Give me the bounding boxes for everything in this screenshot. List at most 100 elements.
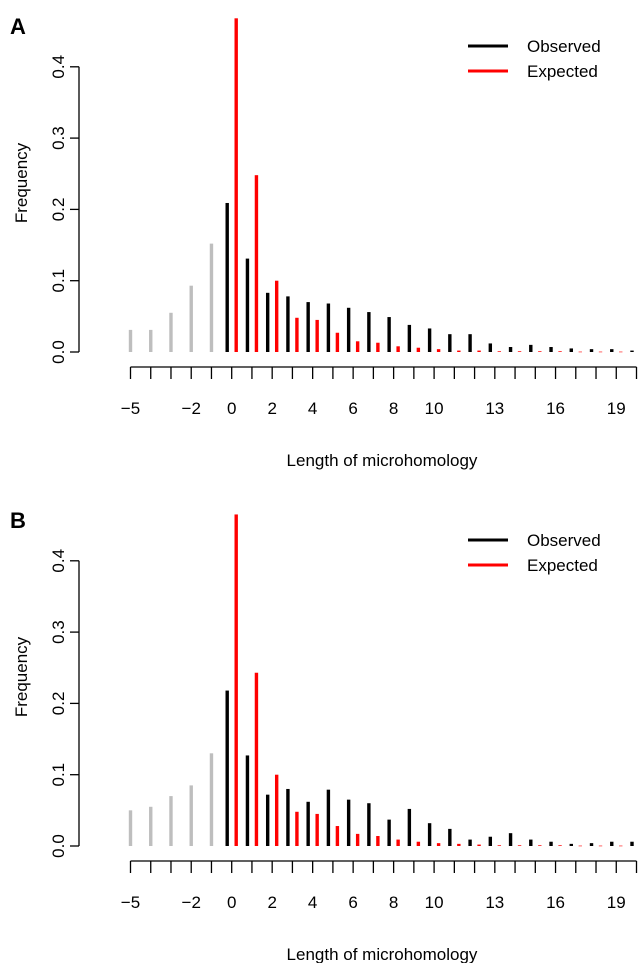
x-tick-label: 19 — [607, 893, 626, 912]
legend: Observed Expected — [468, 531, 601, 575]
x-tick-label: 8 — [389, 399, 398, 418]
bar-expected — [254, 672, 259, 846]
bar-observed — [508, 833, 513, 846]
legend-label-observed: Observed — [527, 531, 601, 550]
x-tick-label: −5 — [121, 893, 140, 912]
bar-expected — [315, 813, 319, 846]
x-tick-label: 10 — [425, 399, 444, 418]
bar-expected — [578, 351, 582, 353]
y-tick-label: 0.2 — [49, 198, 68, 222]
bar-observed — [468, 334, 472, 352]
bar-expected — [497, 351, 502, 352]
bar-observed — [468, 839, 472, 846]
bar-expected — [457, 350, 461, 352]
bar-expected — [234, 514, 238, 846]
bar-observed — [225, 202, 229, 352]
bar-observed — [265, 292, 270, 352]
x-tick-label: 13 — [485, 893, 504, 912]
y-tick-label: 0.1 — [49, 763, 68, 787]
bar-observed — [448, 828, 452, 846]
bar-expected — [416, 347, 421, 352]
bar-expected — [274, 280, 279, 352]
bar-expected — [335, 826, 340, 846]
x-tick-label: −2 — [182, 893, 201, 912]
bar-observed — [589, 843, 594, 846]
bar-observed — [427, 823, 432, 846]
panel-label: A — [10, 14, 26, 39]
bar-observed — [387, 819, 391, 846]
bar-expected — [254, 175, 259, 352]
bar-observed — [569, 843, 573, 846]
x-tick-label: −2 — [182, 399, 201, 418]
bar-expected — [558, 351, 562, 352]
bar-expected — [376, 342, 380, 352]
bar-observed — [149, 806, 153, 846]
x-tick-label: 10 — [425, 893, 444, 912]
y-axis: 0.0 0.1 0.2 0.3 0.4 — [49, 549, 80, 858]
bar-expected — [396, 346, 400, 352]
x-axis-title: Length of microhomology — [287, 451, 478, 470]
bar-expected — [436, 843, 441, 846]
bar-observed — [245, 258, 250, 352]
bar-observed — [448, 334, 452, 352]
bar-observed — [326, 303, 331, 352]
bar-observed — [286, 788, 290, 846]
x-axis: −5 −2 0 2 4 6 8 10 13 16 19 — [121, 366, 638, 418]
bar-observed — [529, 839, 533, 846]
y-axis-title: Frequency — [12, 142, 31, 223]
x-tick-label: 2 — [267, 893, 276, 912]
bar-expected — [558, 845, 562, 846]
bar-observed — [610, 349, 614, 352]
x-tick-label: 6 — [348, 399, 357, 418]
bar-expected — [538, 351, 542, 352]
bar-observed — [225, 690, 229, 846]
bar-expected — [234, 18, 238, 352]
x-tick-label: 4 — [308, 893, 317, 912]
bar-expected — [517, 351, 522, 352]
bar-observed — [286, 296, 290, 352]
bar-observed — [488, 836, 493, 846]
bar-observed — [306, 302, 310, 352]
bar-observed — [367, 312, 371, 352]
bar-observed — [529, 344, 533, 352]
panel-label: B — [10, 508, 26, 533]
x-tick-label: 2 — [267, 399, 276, 418]
x-tick-label: 0 — [227, 399, 236, 418]
bar-expected — [355, 833, 360, 846]
bar-expected — [457, 843, 461, 846]
x-tick-label: 0 — [227, 893, 236, 912]
y-tick-label: 0.4 — [49, 549, 68, 573]
bar-observed — [326, 789, 331, 846]
bar-expected — [274, 774, 279, 846]
bar-observed — [265, 794, 270, 846]
bar-observed — [569, 348, 573, 352]
y-tick-label: 0.2 — [49, 692, 68, 716]
bar-expected — [355, 341, 360, 352]
bar-observed — [346, 307, 351, 352]
bar-expected — [416, 841, 421, 846]
bar-observed — [549, 841, 553, 846]
bars — [128, 18, 634, 353]
bar-observed — [189, 285, 193, 352]
y-axis-title: Frequency — [12, 636, 31, 717]
x-tick-label: 8 — [389, 893, 398, 912]
bar-observed — [427, 328, 432, 352]
bar-observed — [488, 343, 493, 352]
bar-expected — [517, 845, 522, 846]
bar-observed — [128, 329, 133, 352]
bar-expected — [619, 351, 623, 353]
bar-observed — [169, 796, 173, 846]
chart-panel-a: A 0.0 0.1 0.2 0.3 0.4 −5 −2 0 2 4 6 8 10 13 16 19 Freq… — [10, 14, 638, 470]
y-tick-label: 0.3 — [49, 620, 68, 644]
bar-observed — [407, 808, 412, 846]
legend-label-observed: Observed — [527, 37, 601, 56]
bar-expected — [598, 845, 603, 847]
bar-expected — [396, 839, 400, 846]
x-tick-label: 19 — [607, 399, 626, 418]
bar-observed — [346, 799, 351, 846]
bar-expected — [376, 836, 380, 846]
bar-expected — [335, 332, 340, 352]
bar-observed — [149, 329, 153, 352]
bar-observed — [209, 753, 214, 846]
